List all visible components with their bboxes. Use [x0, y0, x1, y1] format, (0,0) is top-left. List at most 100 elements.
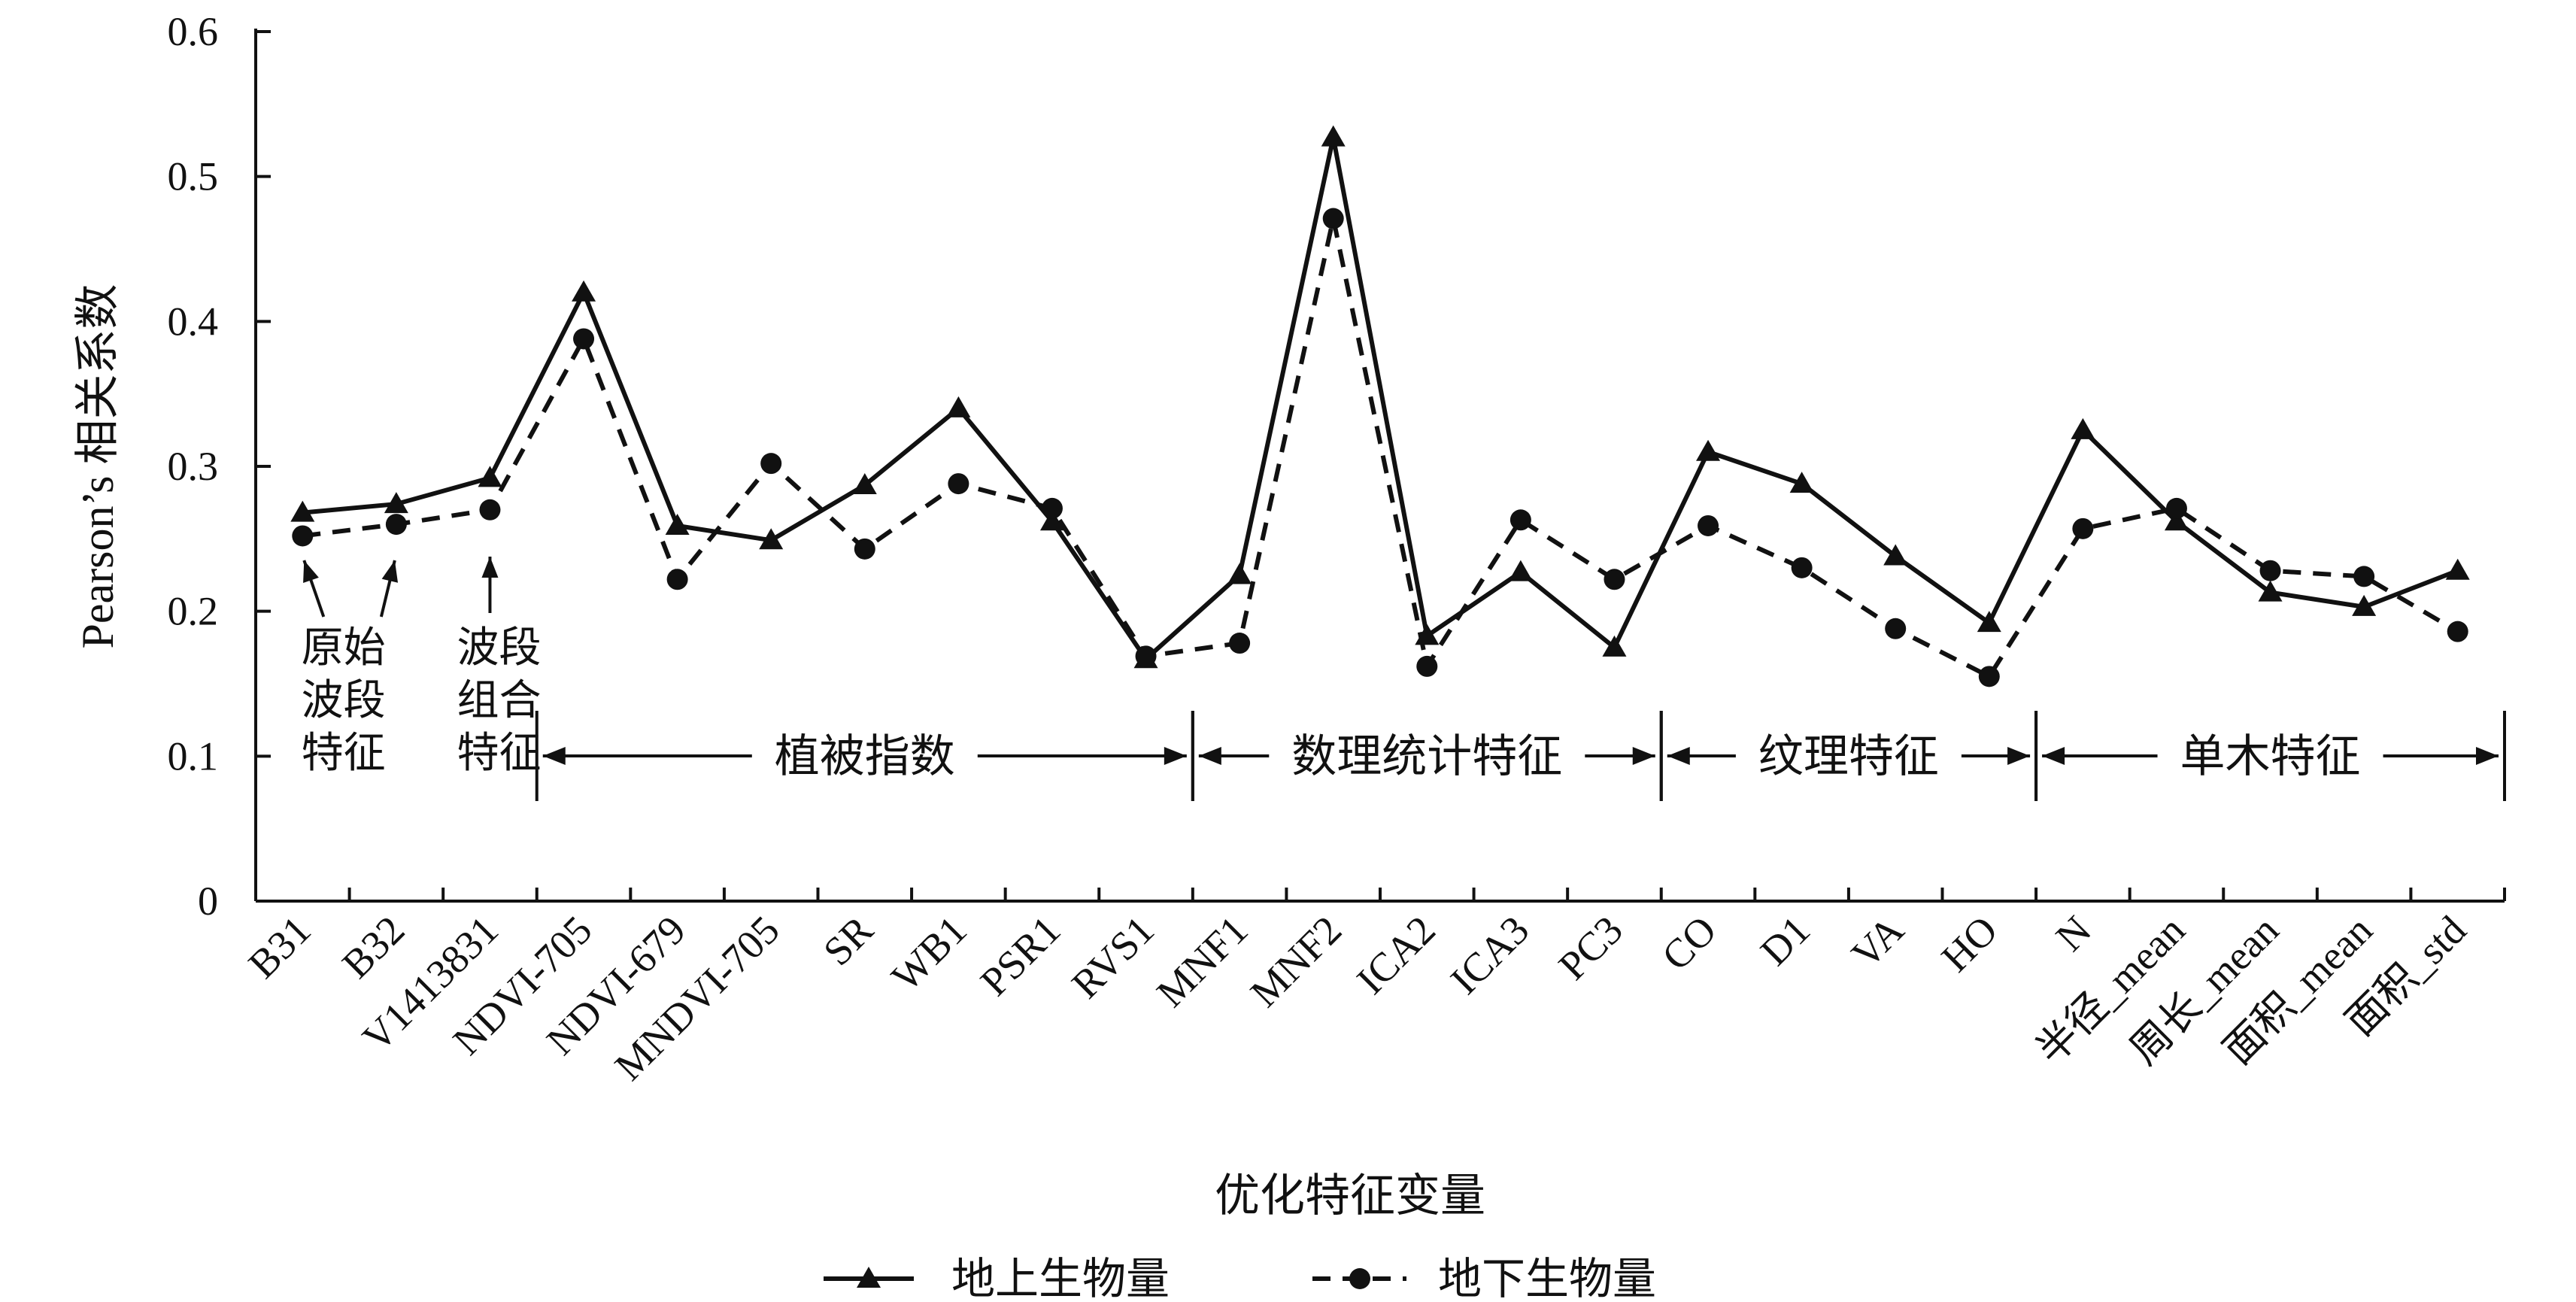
data-point-triangle	[384, 492, 408, 514]
data-point-circle	[2072, 517, 2094, 539]
group-arrow-head	[2042, 747, 2065, 765]
data-point-circle	[1978, 666, 2000, 687]
data-point-triangle	[1789, 472, 1814, 493]
legend-label-below-ground: 地下生物量	[1438, 1255, 1656, 1302]
x-tick-label: HO	[1933, 907, 2007, 981]
data-point-circle	[1509, 509, 1531, 531]
data-point-circle	[948, 473, 969, 495]
data-point-circle	[2353, 566, 2375, 587]
group-arrow-head	[1164, 747, 1187, 765]
data-point-triangle	[1227, 563, 1252, 584]
x-tick-label: VA	[1843, 907, 1913, 977]
data-point-circle	[1135, 645, 1157, 667]
data-point-triangle	[290, 500, 315, 522]
data-point-circle	[292, 525, 314, 547]
x-tick-label: MNF2	[1242, 907, 1350, 1015]
data-point-circle	[1229, 633, 1251, 654]
annotation-text: 原始	[302, 625, 386, 672]
group-label: 纹理特征	[1758, 732, 1939, 782]
data-point-triangle	[1415, 624, 1440, 645]
data-point-circle	[1041, 497, 1063, 519]
data-point-triangle	[1508, 560, 1533, 581]
data-point-triangle	[1321, 125, 1346, 147]
data-point-triangle	[2164, 509, 2189, 531]
annotation-arrow-head	[481, 557, 499, 578]
y-tick-label: 0.3	[168, 444, 219, 489]
group-arrow-head	[1632, 747, 1655, 765]
series-line-below-ground	[302, 217, 2459, 680]
data-point-circle	[1604, 569, 1625, 590]
data-point-circle	[2165, 497, 2187, 519]
annotation-text: 特征	[302, 730, 386, 777]
x-tick-label: CO	[1653, 907, 1725, 979]
x-tick-label: ICA2	[1348, 907, 1443, 1003]
y-tick-label: 0.6	[168, 9, 219, 54]
x-axis-title: 优化特征变量	[1215, 1171, 1485, 1221]
data-point-circle	[760, 453, 782, 475]
group-arrow-head	[542, 747, 566, 765]
x-tick-label: B31	[240, 907, 320, 987]
y-tick-label: 0.2	[168, 589, 219, 634]
data-point-triangle	[2258, 580, 2283, 602]
legend-label-above-ground: 地上生物量	[951, 1255, 1170, 1302]
y-tick-label: 0.1	[168, 733, 219, 778]
data-point-circle	[1416, 655, 1438, 677]
x-tick-label: B32	[333, 907, 413, 987]
group-label: 单木特征	[2180, 732, 2361, 782]
y-tick-label: 0.5	[168, 154, 219, 199]
data-point-circle	[1791, 557, 1813, 578]
data-point-triangle	[2071, 417, 2095, 439]
y-tick-label: 0.4	[168, 299, 219, 344]
data-point-circle	[1322, 208, 1344, 229]
data-point-triangle	[1602, 635, 1627, 657]
data-point-triangle	[1883, 544, 1908, 566]
data-point-triangle	[665, 513, 690, 535]
x-tick-label: ICA3	[1442, 907, 1537, 1003]
group-arrow-head	[2476, 747, 2499, 765]
data-point-triangle	[1977, 611, 2001, 633]
x-tick-label: SR	[815, 907, 881, 974]
annotation-text: 波段	[457, 625, 541, 672]
x-tick-label: D1	[1752, 907, 1819, 974]
legend-marker-circle	[1349, 1268, 1370, 1289]
y-axis-title: Pearson’s 相关系数	[73, 284, 123, 649]
data-point-circle	[666, 569, 688, 590]
group-arrow-head	[1198, 747, 1221, 765]
chart-legend: 地上生物量 地下生物量	[824, 1255, 1656, 1302]
group-label: 数理统计特征	[1291, 732, 1562, 782]
x-tick-label: PC3	[1550, 907, 1631, 988]
data-point-triangle	[1039, 509, 1064, 531]
x-tick-label: RVS1	[1063, 907, 1163, 1007]
data-point-triangle	[478, 466, 502, 487]
group-arrow-head	[2007, 747, 2031, 765]
x-tick-label: MNF1	[1148, 907, 1256, 1015]
annotation-text: 波段	[302, 678, 386, 724]
chart-series	[290, 125, 2470, 687]
legend-marker-triangle	[857, 1267, 881, 1288]
group-arrow-head	[1667, 747, 1690, 765]
annotation-arrow-head	[303, 560, 319, 584]
data-point-triangle	[572, 280, 596, 302]
y-tick-label: 0	[198, 879, 218, 924]
data-point-circle	[1698, 514, 1719, 536]
data-point-triangle	[759, 528, 784, 550]
annotation-arrow-head	[381, 560, 399, 583]
data-point-triangle	[2445, 558, 2470, 580]
data-point-triangle	[852, 473, 877, 495]
annotation-text: 特征	[457, 730, 541, 777]
data-point-circle	[854, 538, 875, 560]
data-point-triangle	[2352, 594, 2377, 616]
data-point-circle	[1885, 618, 1907, 639]
group-label: 植被指数	[775, 732, 955, 782]
x-tick-label: N	[2047, 907, 2100, 960]
data-point-circle	[385, 514, 407, 536]
series-line-above-ground	[302, 137, 2459, 663]
annotation-text: 组合	[457, 678, 541, 724]
x-tick-label: PSR1	[972, 907, 1069, 1004]
data-point-circle	[573, 328, 595, 350]
data-point-circle	[2447, 621, 2468, 642]
data-point-circle	[2259, 560, 2281, 581]
